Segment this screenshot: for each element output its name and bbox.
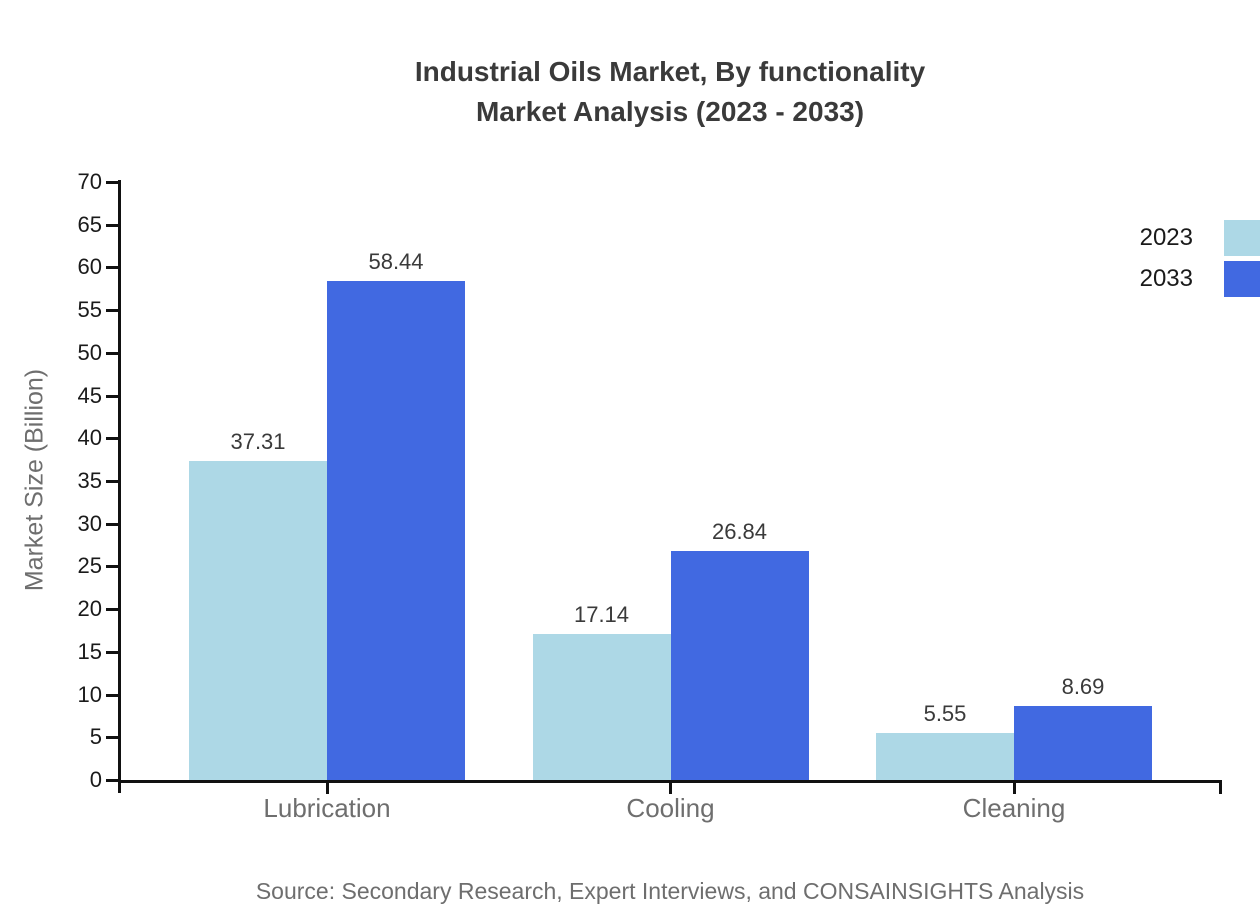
y-tick-label: 15	[77, 638, 102, 664]
bar-2033-cleaning	[1014, 705, 1152, 780]
y-tick-label: 5	[89, 724, 102, 750]
y-tick-label: 0	[89, 767, 102, 792]
legend-row-2023: 2023	[0, 220, 1260, 256]
y-tick-label: 50	[77, 339, 102, 365]
y-tick-label: 40	[77, 425, 102, 451]
value-label-2023-lubrication: 37.31	[230, 429, 286, 455]
x-axis-end-tick	[1219, 780, 1222, 794]
value-label-2033-lubrication: 58.44	[368, 248, 424, 274]
legend-swatch	[1224, 261, 1260, 297]
y-tick	[106, 650, 118, 654]
legend-label: 2033	[1139, 265, 1193, 292]
y-tick-label: 70	[77, 169, 102, 194]
x-tick	[669, 780, 672, 794]
y-axis-line	[118, 180, 121, 793]
y-tick	[106, 522, 118, 526]
y-tick-label: 10	[77, 681, 102, 707]
y-tick	[106, 480, 118, 483]
category-label-lubrication: Lubrication	[263, 793, 391, 823]
chart-title-line1: Industrial Oils Market, By functionality	[414, 56, 926, 87]
y-tick	[106, 351, 118, 355]
y-tick-label: 30	[77, 510, 102, 536]
y-tick	[106, 779, 118, 782]
chart-title: Industrial Oils Market, By functionality…	[120, 52, 1220, 132]
bar-2023-lubrication	[189, 461, 327, 780]
x-tick	[325, 780, 329, 794]
y-tick-label: 65	[77, 211, 102, 237]
y-tick-label: 45	[77, 382, 102, 408]
y-tick	[106, 565, 118, 569]
source-note: Source: Secondary Research, Expert Inter…	[255, 878, 1085, 904]
y-tick	[106, 608, 118, 612]
y-tick	[106, 309, 118, 313]
bar-2023-cleaning	[876, 732, 1014, 780]
legend-row-2033: 2033	[0, 261, 1260, 297]
y-tick-label: 20	[77, 596, 102, 622]
y-tick-label: 35	[77, 468, 102, 493]
bar-2023-cooling	[532, 633, 671, 780]
value-label-2033-cleaning: 8.69	[1061, 673, 1105, 699]
y-tick	[106, 693, 118, 697]
y-tick	[106, 437, 118, 441]
category-label-cleaning: Cleaning	[962, 793, 1066, 823]
y-tick	[106, 736, 118, 740]
y-tick-label: 60	[77, 254, 102, 280]
y-tick	[106, 266, 118, 270]
chart-title-line2: Market Analysis (2023 - 2033)	[475, 96, 865, 127]
y-tick	[106, 181, 118, 184]
y-tick-label: 25	[77, 553, 102, 579]
value-label-2023-cleaning: 5.55	[923, 700, 967, 726]
y-tick	[106, 223, 118, 227]
bar-2033-lubrication	[327, 280, 465, 780]
category-label-cooling: Cooling	[626, 793, 715, 823]
y-tick-label: 55	[77, 297, 102, 323]
y-tick	[106, 394, 118, 398]
legend-label: 2023	[1139, 224, 1193, 251]
bar-2033-cooling	[670, 550, 809, 780]
legend-swatch	[1224, 220, 1260, 256]
value-label-2023-cooling: 17.14	[573, 601, 630, 627]
x-tick	[1012, 780, 1016, 794]
value-label-2033-cooling: 26.84	[711, 518, 768, 544]
